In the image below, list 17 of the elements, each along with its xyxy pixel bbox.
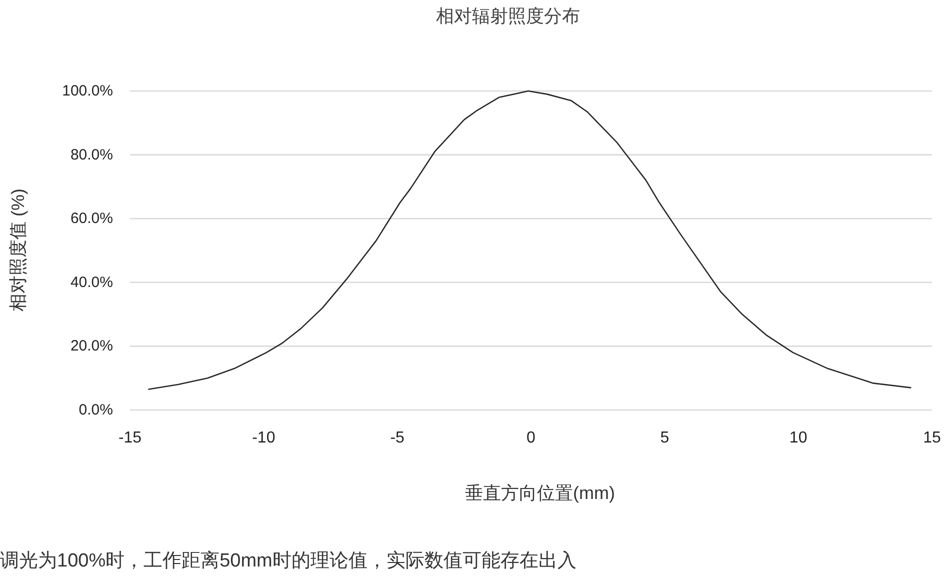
- y-tick-label: 60.0%: [70, 210, 113, 228]
- x-tick-label: 15: [923, 430, 941, 446]
- y-tick-label: 0.0%: [78, 402, 113, 418]
- x-tick-label: -10: [252, 430, 276, 446]
- x-axis-title: 垂直方向位置(mm): [465, 483, 615, 503]
- y-tick-label: 100.0%: [62, 82, 113, 100]
- x-tick-label: -5: [390, 430, 405, 446]
- x-tick-label: 5: [660, 430, 670, 446]
- chart-title: 相对辐射照度分布: [436, 6, 580, 26]
- text: 调光为100%时，工作距离50mm时的理论值，实际数值可能存在出入: [0, 550, 576, 572]
- x-tick-label: -15: [118, 430, 142, 446]
- y-tick-label: 40.0%: [70, 274, 113, 291]
- y-tick-label: 80.0%: [70, 146, 113, 164]
- y-tick-label: 20.0%: [70, 338, 113, 355]
- y-axis-title: 相对照度值 (%): [8, 188, 28, 312]
- x-tick-label: 0: [526, 430, 536, 446]
- x-tick-label: 10: [789, 430, 808, 446]
